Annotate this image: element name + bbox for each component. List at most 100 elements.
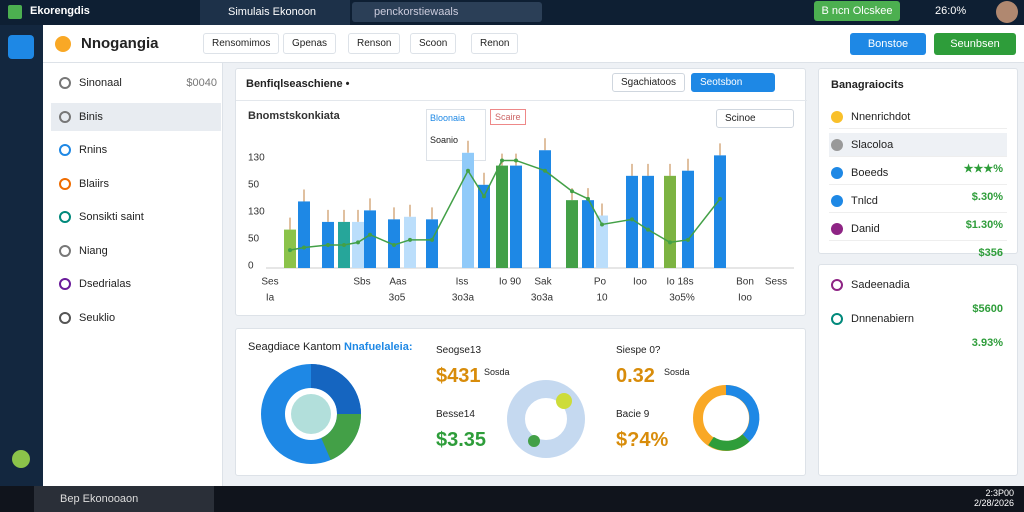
nav-item[interactable]: Sonsikti saint <box>51 203 221 231</box>
header-icon <box>55 36 71 52</box>
line-point <box>482 194 486 199</box>
line-point <box>326 242 330 247</box>
logo-icon <box>8 5 22 19</box>
x-tick-label: Iss <box>456 277 469 288</box>
nav-item[interactable]: Binis <box>51 102 221 131</box>
legend-tag: Scaire <box>490 109 526 125</box>
donut <box>693 384 760 451</box>
divider <box>236 100 807 101</box>
list-row[interactable]: Tnlcd $1.30% <box>829 189 1007 231</box>
nav-icon <box>59 77 71 89</box>
row-icon <box>831 313 843 325</box>
button[interactable]: Bonstoe <box>850 33 926 55</box>
line-point <box>430 237 434 242</box>
bar <box>404 216 416 268</box>
row-value: $5600 <box>972 303 1003 315</box>
line-point <box>356 240 360 245</box>
x-tick-label: Ses <box>261 277 278 288</box>
x-tick-label: Bon <box>736 277 754 288</box>
nav-icon <box>59 278 71 290</box>
list-row[interactable]: Slacoloa ★★★% <box>829 133 1007 175</box>
header-tab[interactable]: Scoon <box>410 33 457 54</box>
row-value: $.30% <box>971 191 1003 203</box>
line-point <box>630 217 634 222</box>
summary-label: Seogse13 <box>436 345 482 356</box>
chart: Bnomstskonkiata 130 50 130 50 0 Ses Sbs Aas Iss I… <box>248 110 794 304</box>
x-tick-label: 10 <box>596 293 608 304</box>
row-icon <box>831 111 843 123</box>
bar <box>539 150 551 268</box>
x-tick-label: Po <box>594 277 607 288</box>
row-icon <box>831 167 843 179</box>
icon-sidebar <box>0 25 43 486</box>
row-icon <box>831 195 843 207</box>
title: Seagdiace Kantom <box>248 341 341 353</box>
row-icon <box>831 279 843 291</box>
list-row[interactable]: Dnnenabiern 3.93% <box>829 307 1007 349</box>
button[interactable]: Sgachiatoos <box>612 73 686 92</box>
list-row[interactable]: Sadeenadia $5600 <box>829 273 1007 315</box>
search[interactable]: Bep Ekonooaon <box>34 486 214 512</box>
right-card: Banagraiocits Nnenrichdot↗Slacoloa★★★%Bo… <box>818 68 1018 259</box>
line-point <box>686 237 690 242</box>
nav-icon <box>59 177 71 190</box>
popup-item: Soanio <box>430 135 459 145</box>
topbar: Ekorengdis Simulais Ekonoon penckorstiew… <box>0 0 1024 25</box>
clock: 2:3P00 2/28/2026 <box>958 488 1014 508</box>
nav-item[interactable]: Niang <box>51 237 221 265</box>
line-point <box>408 237 412 242</box>
y-axis-label: 130 <box>248 153 265 164</box>
list-row[interactable]: Nnenrichdot↗ <box>829 105 1007 147</box>
nav-item[interactable]: Seuklio <box>51 304 221 332</box>
line-point <box>368 232 372 237</box>
nav-icon <box>59 244 71 257</box>
summary-note: Sosda <box>484 367 510 377</box>
row-icon <box>831 139 843 151</box>
summary-label: Besse14 <box>436 409 475 420</box>
tab[interactable]: Simulais Ekonoon <box>200 0 350 25</box>
line-point <box>646 227 650 232</box>
row-value: $356 <box>978 247 1003 259</box>
x-tick-label: Ia <box>266 293 275 304</box>
tab[interactable]: penckorstiewaals <box>352 2 542 22</box>
bar <box>364 210 376 268</box>
line-point <box>288 248 292 253</box>
bar <box>298 201 310 268</box>
list-row[interactable]: Boeeds $.30% <box>829 161 1007 203</box>
button[interactable]: Seunbsen <box>934 33 1016 55</box>
x-tick-label: Io 18s <box>666 277 693 288</box>
x-tick-label: 3o3a <box>452 293 475 304</box>
bar <box>566 200 578 268</box>
x-tick-label: Sbs <box>353 277 370 288</box>
list-row[interactable]: Danid $356 <box>829 217 1007 259</box>
logo: Ekorengdis <box>30 5 90 17</box>
row-value: ★★★% <box>963 163 1003 175</box>
y-axis-label: 50 <box>248 180 260 191</box>
button[interactable]: Seotsbon <box>691 73 775 92</box>
line-point <box>543 168 547 173</box>
line-point <box>392 242 396 247</box>
dropdown[interactable]: Scinoe <box>716 109 794 128</box>
header-tab[interactable]: Rensomimos <box>203 33 280 54</box>
nav-item[interactable]: Sinonaal $0040 <box>51 69 221 97</box>
y-axis-label: 0 <box>248 261 254 272</box>
x-tick-label: 3o5% <box>669 293 695 304</box>
header-tab[interactable]: Renson <box>348 33 401 54</box>
card-title: Banagraiocits <box>831 79 904 91</box>
x-tick-label: Ioo <box>738 293 752 304</box>
y-axis-label: 50 <box>248 234 260 245</box>
avatar[interactable] <box>996 1 1018 23</box>
donut <box>507 380 585 458</box>
button[interactable]: B ncn Olcskee <box>814 1 900 21</box>
bar <box>352 221 364 268</box>
x-tick-label: 3o5 <box>389 293 406 304</box>
nav-item[interactable]: Dsedrialas <box>51 270 221 298</box>
menu-button[interactable] <box>8 35 34 59</box>
bar <box>626 175 638 268</box>
x-tick-label: Sess <box>765 277 787 288</box>
header-tab[interactable]: Renon <box>471 33 519 54</box>
header-tab[interactable]: Gpenas <box>283 33 337 54</box>
summary-label: Bacie 9 <box>616 409 650 420</box>
nav-item[interactable]: Blaiirs <box>51 170 221 198</box>
nav-item[interactable]: Rnins <box>51 136 221 164</box>
